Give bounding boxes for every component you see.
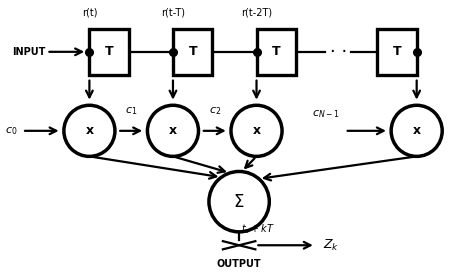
Text: $t_s+kT$: $t_s+kT$ [241, 222, 275, 236]
Text: x: x [169, 124, 177, 137]
Text: $c_0$: $c_0$ [5, 125, 18, 137]
Text: r(t-2T): r(t-2T) [241, 8, 272, 18]
Ellipse shape [209, 172, 269, 232]
Text: x: x [253, 124, 261, 137]
FancyBboxPatch shape [256, 29, 296, 75]
FancyBboxPatch shape [90, 29, 129, 75]
FancyBboxPatch shape [173, 29, 212, 75]
Text: T: T [105, 45, 113, 58]
Text: $\Sigma$: $\Sigma$ [233, 193, 245, 211]
Text: r(t-T): r(t-T) [161, 8, 185, 18]
Ellipse shape [391, 105, 442, 157]
Text: T: T [272, 45, 281, 58]
Ellipse shape [147, 105, 199, 157]
Text: T: T [188, 45, 197, 58]
Ellipse shape [231, 105, 282, 157]
Text: · ·: · · [330, 43, 347, 61]
Text: T: T [392, 45, 401, 58]
Text: r(t): r(t) [82, 8, 97, 18]
Text: x: x [412, 124, 421, 137]
Text: $c_{N-1}$: $c_{N-1}$ [312, 108, 340, 120]
Text: INPUT: INPUT [12, 47, 45, 57]
Text: $Z_k$: $Z_k$ [323, 238, 339, 253]
Ellipse shape [64, 105, 115, 157]
Text: x: x [85, 124, 93, 137]
Text: $c_2$: $c_2$ [209, 105, 221, 117]
Text: $c_1$: $c_1$ [125, 105, 137, 117]
FancyBboxPatch shape [377, 29, 417, 75]
Text: OUTPUT: OUTPUT [217, 259, 262, 269]
